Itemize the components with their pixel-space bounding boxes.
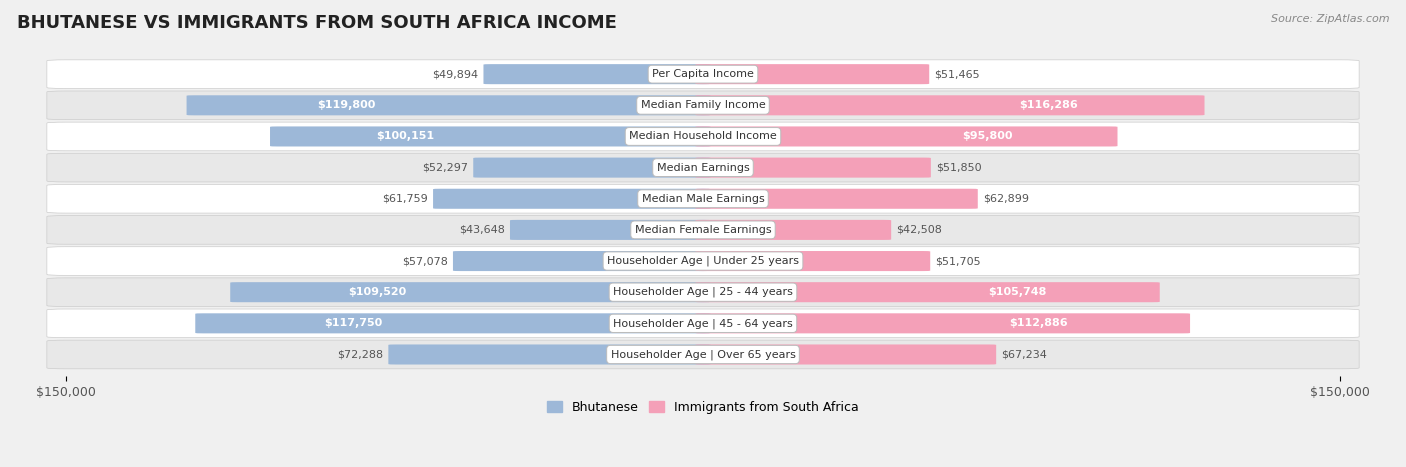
Text: $67,234: $67,234 [1001, 349, 1047, 360]
FancyBboxPatch shape [187, 95, 710, 115]
FancyBboxPatch shape [696, 220, 891, 240]
FancyBboxPatch shape [46, 153, 1360, 182]
Text: $57,078: $57,078 [402, 256, 449, 266]
FancyBboxPatch shape [46, 122, 1360, 151]
Text: $51,705: $51,705 [935, 256, 981, 266]
Text: $109,520: $109,520 [349, 287, 406, 297]
FancyBboxPatch shape [696, 127, 1118, 147]
FancyBboxPatch shape [484, 64, 710, 84]
Text: BHUTANESE VS IMMIGRANTS FROM SOUTH AFRICA INCOME: BHUTANESE VS IMMIGRANTS FROM SOUTH AFRIC… [17, 14, 617, 32]
FancyBboxPatch shape [696, 189, 977, 209]
Text: Householder Age | 45 - 64 years: Householder Age | 45 - 64 years [613, 318, 793, 329]
FancyBboxPatch shape [231, 282, 710, 302]
FancyBboxPatch shape [46, 184, 1360, 213]
FancyBboxPatch shape [46, 278, 1360, 306]
FancyBboxPatch shape [453, 251, 710, 271]
FancyBboxPatch shape [270, 127, 710, 147]
FancyBboxPatch shape [46, 216, 1360, 244]
Text: Median Male Earnings: Median Male Earnings [641, 194, 765, 204]
FancyBboxPatch shape [510, 220, 710, 240]
Text: $49,894: $49,894 [432, 69, 478, 79]
Text: $105,748: $105,748 [988, 287, 1046, 297]
Text: Source: ZipAtlas.com: Source: ZipAtlas.com [1271, 14, 1389, 24]
FancyBboxPatch shape [696, 313, 1189, 333]
Text: Median Household Income: Median Household Income [628, 131, 778, 142]
Text: Householder Age | Over 65 years: Householder Age | Over 65 years [610, 349, 796, 360]
FancyBboxPatch shape [195, 313, 710, 333]
Text: $51,850: $51,850 [936, 163, 981, 173]
Text: $72,288: $72,288 [337, 349, 384, 360]
Text: $62,899: $62,899 [983, 194, 1029, 204]
Text: Householder Age | Under 25 years: Householder Age | Under 25 years [607, 256, 799, 266]
Text: Per Capita Income: Per Capita Income [652, 69, 754, 79]
Text: $52,297: $52,297 [422, 163, 468, 173]
FancyBboxPatch shape [696, 64, 929, 84]
FancyBboxPatch shape [46, 340, 1360, 369]
Text: $61,759: $61,759 [382, 194, 427, 204]
FancyBboxPatch shape [696, 95, 1205, 115]
Text: $95,800: $95,800 [963, 131, 1014, 142]
Text: $116,286: $116,286 [1019, 100, 1078, 110]
FancyBboxPatch shape [696, 345, 997, 365]
FancyBboxPatch shape [696, 157, 931, 177]
Text: $51,465: $51,465 [935, 69, 980, 79]
Text: $100,151: $100,151 [377, 131, 434, 142]
Text: Median Earnings: Median Earnings [657, 163, 749, 173]
Legend: Bhutanese, Immigrants from South Africa: Bhutanese, Immigrants from South Africa [543, 396, 863, 418]
Text: $42,508: $42,508 [896, 225, 942, 235]
FancyBboxPatch shape [46, 309, 1360, 338]
FancyBboxPatch shape [388, 345, 710, 365]
FancyBboxPatch shape [46, 91, 1360, 120]
Text: $43,648: $43,648 [458, 225, 505, 235]
Text: $119,800: $119,800 [318, 100, 375, 110]
Text: $117,750: $117,750 [323, 318, 382, 328]
FancyBboxPatch shape [474, 157, 710, 177]
FancyBboxPatch shape [433, 189, 710, 209]
FancyBboxPatch shape [46, 60, 1360, 88]
FancyBboxPatch shape [46, 247, 1360, 276]
FancyBboxPatch shape [696, 282, 1160, 302]
Text: Householder Age | 25 - 44 years: Householder Age | 25 - 44 years [613, 287, 793, 297]
Text: Median Family Income: Median Family Income [641, 100, 765, 110]
Text: Median Female Earnings: Median Female Earnings [634, 225, 772, 235]
FancyBboxPatch shape [696, 251, 931, 271]
Text: $112,886: $112,886 [1010, 318, 1069, 328]
